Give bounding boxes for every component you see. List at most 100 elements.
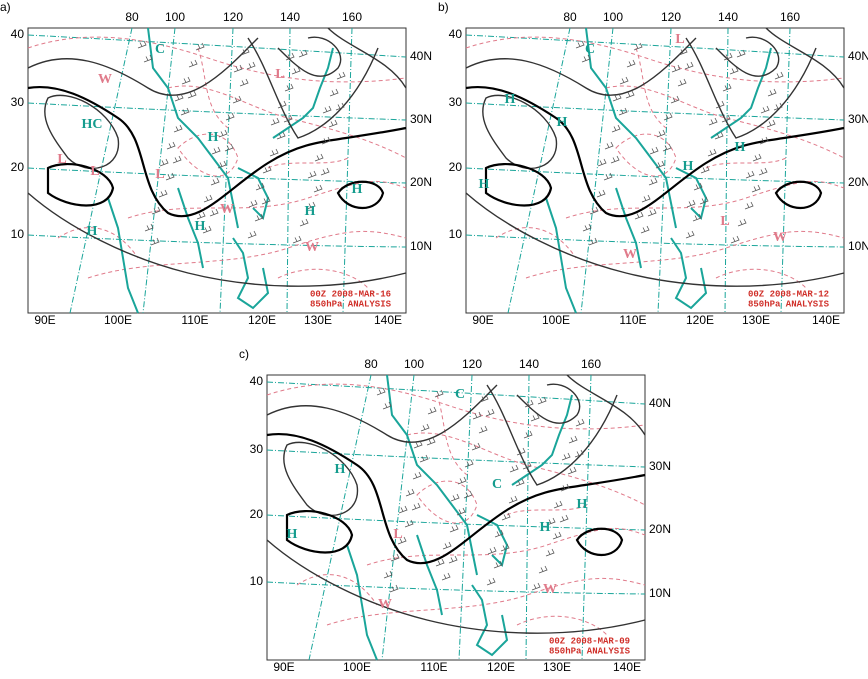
pressure-symbol: C xyxy=(455,387,465,402)
wind-barb xyxy=(137,40,147,49)
wind-barb xyxy=(640,225,650,234)
pressure-symbol: W xyxy=(98,72,112,87)
meridian xyxy=(219,27,234,314)
pressure-symbol: W xyxy=(543,582,557,597)
bottom-lon-label: 140E xyxy=(613,660,641,674)
right-lat-label: 30N xyxy=(649,459,671,473)
wind-barb xyxy=(210,177,220,186)
wind-barb xyxy=(655,160,665,169)
wind-barb xyxy=(232,95,242,104)
meridian xyxy=(525,374,530,661)
wind-barb xyxy=(493,560,503,569)
temperature-contour xyxy=(167,85,407,159)
parallel xyxy=(465,102,845,121)
wind-barb xyxy=(612,93,622,102)
wind-barb xyxy=(648,177,658,186)
wind-barb xyxy=(404,519,414,528)
height-contour xyxy=(715,36,780,77)
wind-barb xyxy=(678,47,688,56)
right-lat-label: 40N xyxy=(848,49,868,63)
wind-barb xyxy=(561,452,571,461)
wind-barb xyxy=(625,90,635,99)
wind-barb xyxy=(165,172,175,181)
height-contour xyxy=(46,163,115,207)
wind-barb xyxy=(411,502,421,511)
wind-barb xyxy=(195,42,205,51)
wind-barb xyxy=(307,170,317,179)
top-lon-label: 160 xyxy=(780,10,800,24)
right-lat-label: 40N xyxy=(649,396,671,410)
parallel xyxy=(27,34,407,58)
wind-barb xyxy=(662,143,672,152)
height-contour xyxy=(266,384,498,443)
pressure-symbol: C xyxy=(585,42,595,57)
height-contour xyxy=(44,94,120,169)
pressure-symbol: H xyxy=(505,92,516,107)
map-frame xyxy=(27,27,407,314)
height-contour xyxy=(566,374,646,436)
wind-barb xyxy=(759,136,769,145)
wind-barb xyxy=(158,189,168,198)
wind-barb xyxy=(707,148,717,157)
wind-barb xyxy=(626,59,636,68)
pressure-symbol: H xyxy=(557,115,568,130)
height-contour xyxy=(327,27,407,89)
height-contour xyxy=(336,180,385,209)
wind-barb xyxy=(604,141,614,150)
height-contour xyxy=(27,192,407,287)
top-lon-label: 140 xyxy=(519,357,539,371)
wind-barb xyxy=(329,88,339,97)
wind-barb xyxy=(575,40,585,49)
coastline xyxy=(670,237,708,310)
height-contour xyxy=(266,433,646,565)
top-lon-label: 100 xyxy=(404,357,424,371)
temperature-contour xyxy=(635,47,667,129)
pressure-symbol: L xyxy=(393,527,402,542)
wind-barb xyxy=(434,389,444,398)
wind-barb xyxy=(633,42,643,51)
temperature-contour xyxy=(705,157,787,169)
wind-barb xyxy=(692,213,702,222)
pressure-symbol: H xyxy=(683,159,694,174)
wind-barb xyxy=(376,387,386,396)
wind-barb xyxy=(187,90,197,99)
wind-barb xyxy=(486,577,496,586)
wind-barb xyxy=(485,408,495,417)
left-lat-label: 40 xyxy=(250,374,264,388)
top-lon-label: 120 xyxy=(462,357,482,371)
bottom-lon-label: 90E xyxy=(472,313,493,327)
meridian xyxy=(69,27,133,314)
height-contour xyxy=(277,36,342,77)
wind-barb xyxy=(714,131,724,140)
height-contour xyxy=(575,527,624,556)
wind-barb xyxy=(699,196,709,205)
wind-barb xyxy=(552,531,562,540)
coastline xyxy=(272,47,334,139)
wind-barb xyxy=(522,461,532,470)
pressure-symbol: HC xyxy=(82,117,103,132)
height-contour xyxy=(247,37,379,139)
pressure-symbol: W xyxy=(305,240,319,255)
left-lat-label: 20 xyxy=(250,507,264,521)
bottom-lon-label: 120E xyxy=(248,313,276,327)
top-lon-label: 100 xyxy=(165,10,185,24)
pressure-symbol: C xyxy=(155,42,165,57)
wind-barb xyxy=(721,114,731,123)
coastline xyxy=(147,27,239,229)
meridian xyxy=(142,27,176,314)
wind-barb xyxy=(530,413,540,422)
wind-barb xyxy=(383,570,393,579)
wind-barb xyxy=(589,206,599,215)
parallel xyxy=(27,102,407,121)
wind-barb xyxy=(464,459,474,468)
wind-barb xyxy=(479,394,489,403)
wind-barb xyxy=(224,143,234,152)
pressure-symbol: H xyxy=(479,177,490,192)
wind-barb xyxy=(321,136,331,145)
wind-barb xyxy=(426,437,436,446)
wind-barb xyxy=(284,83,294,92)
height-contour xyxy=(486,384,618,486)
wind-barb xyxy=(143,54,153,63)
wind-barb xyxy=(420,423,430,432)
wind-barb xyxy=(524,399,534,408)
